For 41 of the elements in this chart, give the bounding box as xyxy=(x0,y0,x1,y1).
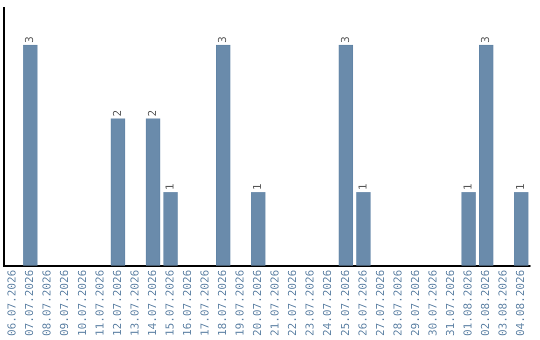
x-tick-label: 31.07.2026 xyxy=(444,270,457,336)
x-tick-label: 29.07.2026 xyxy=(408,270,422,336)
x-tick-label: 13.07.2026 xyxy=(128,270,142,336)
data-label: 2 xyxy=(146,110,159,116)
x-tick-label: 23.07.2026 xyxy=(304,270,317,336)
data-label: 1 xyxy=(356,184,370,190)
x-tick-label: 15.07.2026 xyxy=(163,270,176,336)
x-tick-label: 09.07.2026 xyxy=(58,270,72,336)
x-tick-label: 24.07.2026 xyxy=(321,270,334,336)
x-tick-label: 04.08.2026 xyxy=(514,270,528,336)
x-tick-label: 03.08.2026 xyxy=(496,270,510,336)
x-tick-label: 12.07.2026 xyxy=(110,270,124,336)
x-tick-label: 25.07.2026 xyxy=(338,270,352,336)
data-label: 3 xyxy=(479,36,492,43)
data-label: 1 xyxy=(514,184,528,190)
x-tick-label: 22.07.2026 xyxy=(286,270,300,336)
x-tick-label: 10.07.2026 xyxy=(76,270,89,336)
x-tick-label: 20.07.2026 xyxy=(251,270,264,336)
x-tick-label: 18.07.2026 xyxy=(216,270,230,336)
x-tick-label: 30.07.2026 xyxy=(426,270,440,336)
x-tick-label: 17.07.2026 xyxy=(198,270,212,336)
x-tick-label: 11.07.2026 xyxy=(93,270,106,336)
x-tick-label: 08.07.2026 xyxy=(40,270,54,336)
data-label: 3 xyxy=(216,36,230,43)
data-label: 2 xyxy=(110,110,124,116)
x-tick-label: 27.07.2026 xyxy=(374,270,387,336)
x-tick-label: 21.07.2026 xyxy=(268,270,282,336)
data-label: 3 xyxy=(23,36,36,43)
x-tick-label: 19.07.2026 xyxy=(234,270,247,336)
x-tick-label: 02.08.2026 xyxy=(479,270,492,336)
x-tick-label: 26.07.2026 xyxy=(356,270,370,336)
x-tick-label: 28.07.2026 xyxy=(391,270,404,336)
data-label: 3 xyxy=(338,36,352,43)
x-tick-label: 07.07.2026 xyxy=(23,270,36,336)
x-tick-label: 06.07.2026 xyxy=(6,270,19,336)
x-tick-label: 16.07.2026 xyxy=(180,270,194,336)
data-label: 1 xyxy=(461,184,474,190)
x-tick-label: 14.07.2026 xyxy=(146,270,159,336)
x-tick-label: 01.08.2026 xyxy=(461,270,474,336)
data-label: 1 xyxy=(251,184,264,190)
data-label: 1 xyxy=(163,184,176,190)
